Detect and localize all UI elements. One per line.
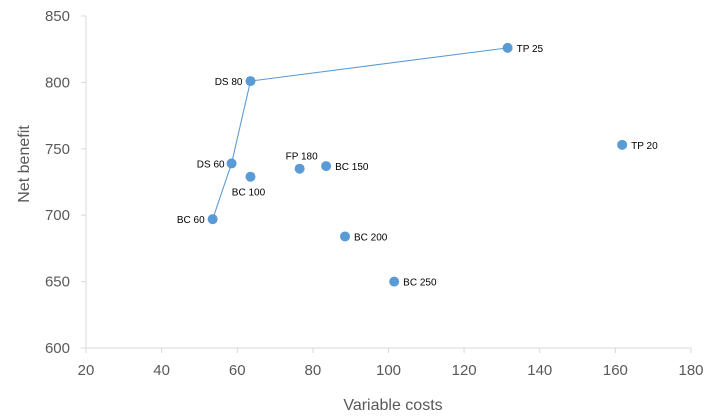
y-tick-label: 650 (45, 274, 70, 291)
point-tp-20 (617, 139, 628, 150)
y-tick-label: 600 (45, 340, 70, 357)
label-bc-60: BC 60 (177, 215, 205, 226)
axes: 20 40 60 80 100 120 140 160 180 600 650 700 750 800 85… (45, 8, 704, 379)
y-axis-title: Net benefit (16, 125, 33, 203)
y-tick-label: 700 (45, 207, 70, 224)
label-bc-200: BC 200 (354, 232, 388, 243)
data-points (207, 42, 628, 287)
x-tick-label: 140 (527, 362, 552, 379)
label-bc-250: BC 250 (403, 278, 437, 289)
point-labels: TP 25 DS 80 TP 20 DS 60 BC 150 FP 180 BC 100 BC… (177, 44, 658, 289)
point-bc-150 (321, 161, 332, 172)
label-bc-150: BC 150 (335, 162, 369, 173)
x-axis-title: Variable costs (343, 397, 442, 414)
point-ds-80 (245, 76, 256, 87)
y-tick-label: 750 (45, 141, 70, 158)
label-tp-20: TP 20 (631, 141, 658, 152)
x-tick-label: 160 (603, 362, 628, 379)
x-tick-label: 180 (678, 362, 703, 379)
label-ds-80: DS 80 (215, 77, 243, 88)
x-tick-label: 120 (452, 362, 477, 379)
y-tick-label: 850 (45, 8, 70, 25)
point-bc-200 (340, 231, 351, 242)
frontier-line (212, 47, 508, 220)
point-bc-100 (245, 171, 256, 182)
x-tick-label: 100 (376, 362, 401, 379)
y-tick-label: 800 (45, 74, 70, 91)
efficiency-frontier (212, 47, 508, 220)
label-tp-25: TP 25 (517, 44, 544, 55)
point-bc-60 (207, 214, 218, 225)
point-fp-180 (294, 163, 305, 174)
point-tp-25 (502, 42, 513, 53)
x-tick-label: 80 (305, 362, 322, 379)
point-ds-60 (226, 158, 237, 169)
x-tick-label: 40 (153, 362, 170, 379)
x-tick-label: 20 (78, 362, 95, 379)
label-bc-100: BC 100 (232, 188, 266, 199)
x-tick-label: 60 (229, 362, 246, 379)
point-bc-250 (389, 276, 400, 287)
label-ds-60: DS 60 (197, 159, 225, 170)
label-fp-180: FP 180 (286, 152, 318, 163)
